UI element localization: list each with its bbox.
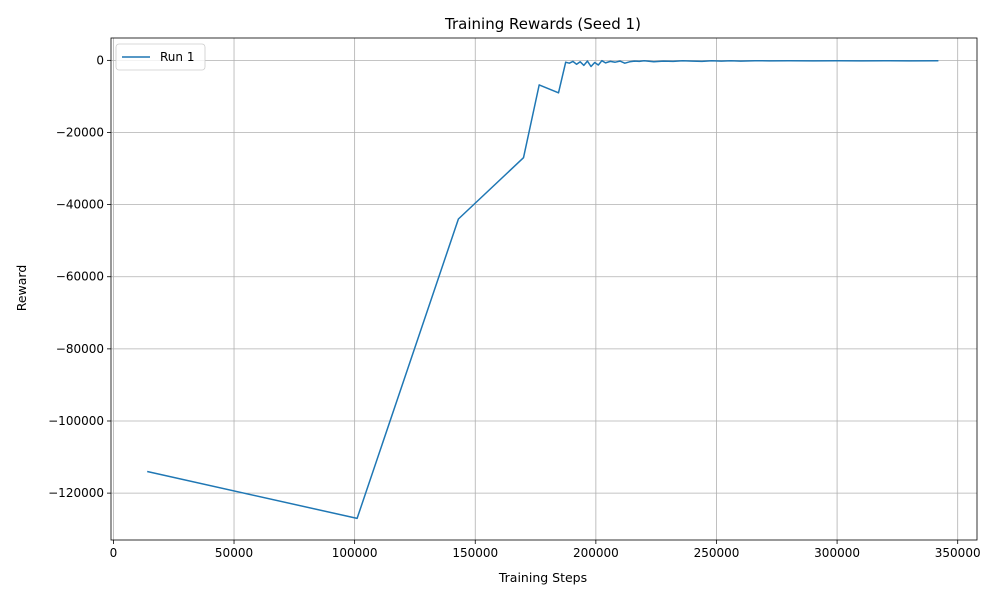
x-tick-label: 100000 bbox=[332, 546, 378, 560]
legend: Run 1 bbox=[115, 43, 206, 71]
x-tick-label: 250000 bbox=[694, 546, 740, 560]
y-axis: 0 −20000 −40000 −60000 −80000 −100000 −120000 bbox=[48, 53, 111, 500]
x-tick-label: 50000 bbox=[215, 546, 253, 560]
x-tick-label: 300000 bbox=[814, 546, 860, 560]
x-tick-label: 0 bbox=[110, 546, 118, 560]
y-tick-label: −100000 bbox=[48, 414, 104, 428]
x-axis: 0 50000 100000 150000 200000 250000 300000 3500… bbox=[110, 540, 981, 560]
y-tick-label: −60000 bbox=[56, 270, 104, 284]
series-line-run-1 bbox=[147, 59, 939, 520]
legend-label-run-1: Run 1 bbox=[160, 50, 194, 64]
x-axis-label: Training Steps bbox=[498, 570, 587, 585]
y-tick-label: −40000 bbox=[56, 198, 104, 212]
legend-box bbox=[115, 43, 206, 71]
y-tick-label: −120000 bbox=[48, 486, 104, 500]
y-axis-label: Reward bbox=[14, 265, 29, 312]
grid bbox=[111, 38, 977, 540]
y-tick-label: −80000 bbox=[56, 342, 104, 356]
x-tick-label: 150000 bbox=[452, 546, 498, 560]
y-tick-label: −20000 bbox=[56, 125, 104, 139]
x-tick-label: 350000 bbox=[935, 546, 981, 560]
y-tick-label: 0 bbox=[96, 53, 104, 67]
x-tick-label: 200000 bbox=[573, 546, 619, 560]
plot-area-frame bbox=[110, 37, 978, 541]
chart-title: Training Rewards (Seed 1) bbox=[444, 15, 641, 33]
